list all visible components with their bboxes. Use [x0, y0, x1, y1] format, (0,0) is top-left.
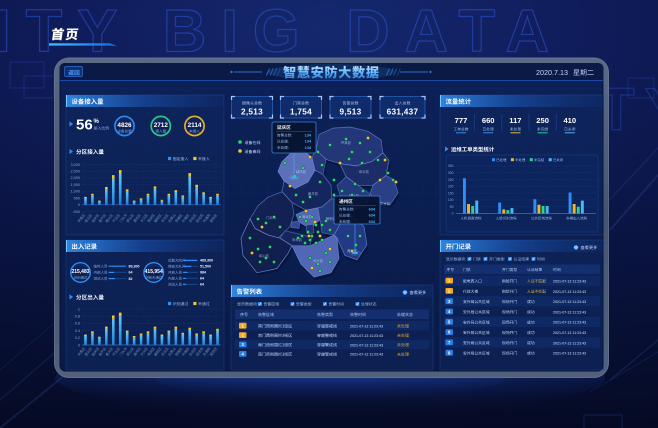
svg-text:8: 8 — [448, 350, 451, 355]
svg-text:489,300: 489,300 — [200, 259, 213, 263]
svg-text:3,000: 3,000 — [70, 163, 80, 167]
svg-text:2712: 2712 — [154, 122, 169, 129]
svg-text:500: 500 — [74, 196, 80, 200]
svg-text:4826: 4826 — [117, 122, 132, 129]
svg-text:64: 64 — [200, 277, 204, 281]
svg-text:2021-07-13 11:23:43: 2021-07-13 11:23:43 — [350, 343, 383, 347]
svg-text:2,000: 2,000 — [70, 176, 80, 180]
svg-text:631,437: 631,437 — [387, 108, 419, 117]
svg-text:%: % — [94, 119, 100, 125]
svg-text:2021-07-13 11:23:43: 2021-07-13 11:23:43 — [553, 280, 586, 284]
svg-text:6: 6 — [448, 330, 451, 335]
svg-text:1: 1 — [448, 278, 451, 283]
svg-text:150: 150 — [448, 191, 454, 195]
svg-text:4: 4 — [242, 352, 245, 357]
svg-text:410: 410 — [563, 116, 576, 125]
svg-text:4: 4 — [448, 309, 451, 314]
svg-text:82: 82 — [129, 277, 133, 281]
svg-text:1: 1 — [242, 323, 245, 328]
svg-text:300: 300 — [448, 171, 454, 175]
svg-text:3: 3 — [242, 342, 245, 347]
svg-text:5: 5 — [448, 319, 451, 324]
svg-text:0.2: 0.2 — [75, 336, 80, 340]
svg-text:64: 64 — [129, 271, 133, 275]
svg-text:2: 2 — [242, 333, 245, 338]
svg-text:2021-07-13 11:23:43: 2021-07-13 11:23:43 — [553, 310, 586, 314]
svg-text:415,954: 415,954 — [145, 269, 163, 275]
svg-text:64: 64 — [200, 283, 204, 287]
svg-text:777: 777 — [455, 116, 468, 125]
svg-text:2021-07-13 11:23:43: 2021-07-13 11:23:43 — [553, 290, 586, 294]
svg-text:2021-07-13 11:23:43: 2021-07-13 11:23:43 — [553, 341, 586, 345]
svg-text:51,500: 51,500 — [200, 265, 211, 269]
svg-text:634: 634 — [369, 214, 376, 218]
svg-text:89,300: 89,300 — [129, 265, 140, 269]
svg-text:2021-07-13 11:23:43: 2021-07-13 11:23:43 — [553, 352, 586, 356]
svg-text:3: 3 — [448, 299, 451, 304]
svg-text:250: 250 — [448, 178, 454, 182]
svg-text:2021-07-13 11:23:43: 2021-07-13 11:23:43 — [350, 353, 383, 357]
svg-text:634: 634 — [369, 220, 376, 224]
svg-text:0.8: 0.8 — [75, 315, 80, 319]
svg-text:-500: -500 — [72, 210, 80, 214]
svg-text:660: 660 — [482, 116, 495, 125]
svg-text:ITY BIG DATA: ITY BIG DATA — [0, 0, 564, 65]
svg-text:134: 134 — [305, 140, 312, 144]
svg-text:100: 100 — [448, 198, 454, 202]
svg-text:117: 117 — [509, 116, 521, 125]
svg-text:2: 2 — [448, 289, 451, 294]
svg-text:0: 0 — [78, 343, 80, 347]
svg-text:200: 200 — [448, 185, 454, 189]
svg-text:634: 634 — [369, 208, 376, 212]
svg-text:0: 0 — [452, 212, 454, 216]
svg-text:2114: 2114 — [188, 122, 202, 129]
svg-text:2020.7.13: 2020.7.13 — [536, 68, 568, 77]
svg-text:2021-07-13 11:23:43: 2021-07-13 11:23:43 — [553, 300, 586, 304]
svg-text:2,500: 2,500 — [70, 170, 80, 174]
svg-text:350: 350 — [448, 164, 454, 168]
svg-text:1: 1 — [78, 307, 80, 311]
svg-text:134: 134 — [305, 146, 312, 150]
svg-text:1,500: 1,500 — [70, 183, 80, 187]
svg-text:250: 250 — [536, 116, 549, 125]
svg-text:50: 50 — [450, 205, 454, 209]
svg-text:134: 134 — [305, 134, 312, 138]
svg-text:984: 984 — [200, 271, 206, 275]
svg-text:0: 0 — [78, 203, 80, 207]
svg-text:2021-07-13 11:23:43: 2021-07-13 11:23:43 — [553, 331, 586, 335]
svg-text:9,513: 9,513 — [340, 108, 362, 117]
svg-text:0.6: 0.6 — [75, 322, 80, 326]
svg-text:1,000: 1,000 — [70, 190, 80, 194]
svg-text:2021-07-13 11:23:43: 2021-07-13 11:23:43 — [350, 334, 383, 338]
svg-text:1,754: 1,754 — [290, 108, 312, 117]
svg-text:2021-07-13 11:23:43: 2021-07-13 11:23:43 — [350, 325, 383, 329]
svg-text:2,513: 2,513 — [241, 108, 263, 117]
svg-text:0.4: 0.4 — [75, 329, 80, 333]
svg-text:56: 56 — [76, 117, 93, 134]
svg-text:215,483: 215,483 — [71, 269, 89, 275]
svg-text:2021-07-13 11:23:43: 2021-07-13 11:23:43 — [553, 321, 586, 325]
svg-text:7: 7 — [448, 340, 451, 345]
